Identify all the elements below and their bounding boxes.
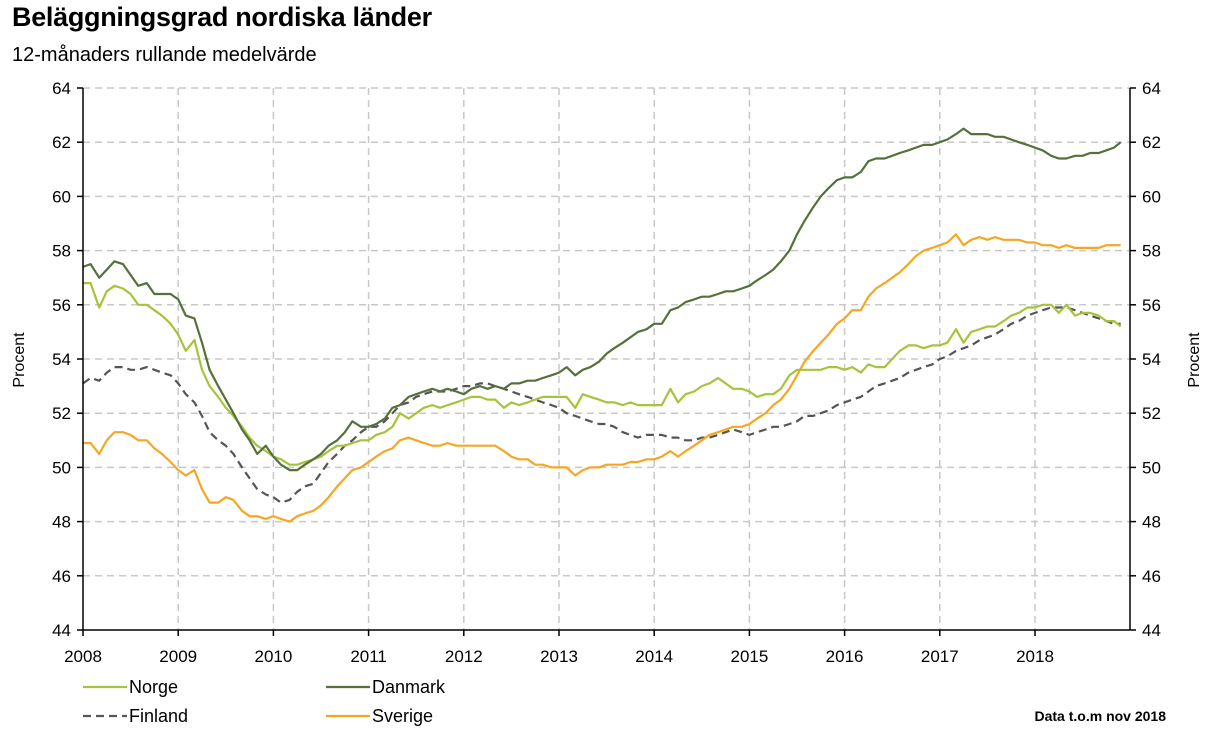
x-tick-label: 2014 — [635, 647, 673, 666]
y-tick-label-right: 58 — [1142, 242, 1161, 261]
x-tick-label: 2011 — [350, 647, 387, 666]
y-tick-label-left: 58 — [52, 242, 71, 261]
y-tick-label-left: 52 — [52, 404, 71, 423]
y-tick-label-right: 56 — [1142, 296, 1161, 315]
chart-subtitle: 12-månaders rullande medelvärde — [12, 44, 317, 66]
x-tick-label: 2008 — [64, 647, 102, 666]
y-tick-label-left: 50 — [52, 458, 71, 477]
y-tick-label-left: 48 — [52, 513, 71, 532]
y-tick-label-left: 56 — [52, 296, 71, 315]
y-tick-label-left: 54 — [52, 350, 71, 369]
x-tick-label: 2009 — [159, 647, 197, 666]
y-tick-label-left: 62 — [52, 133, 71, 152]
y-tick-label-right: 52 — [1142, 404, 1161, 423]
y-tick-label-right: 46 — [1142, 567, 1161, 586]
series-line-danmark — [82, 127, 1122, 472]
y-tick-label-right: 44 — [1142, 621, 1161, 640]
x-tick-label: 2010 — [254, 647, 292, 666]
y-axis-right-ticks: 44 46 48 50 52 54 56 58 60 62 64 — [1130, 79, 1161, 640]
y-tick-label-left: 64 — [52, 79, 71, 98]
y-tick-label-right: 62 — [1142, 133, 1161, 152]
footnote: Data t.o.m nov 2018 — [1034, 708, 1167, 724]
grid-lines — [83, 87, 1130, 630]
legend-label-danmark: Danmark — [372, 677, 446, 697]
y-tick-label-left: 46 — [52, 567, 71, 586]
series-line-sverige — [83, 233, 1121, 523]
legend: Norge Finland Danmark Sverige — [83, 677, 446, 726]
y-tick-label-right: 50 — [1142, 458, 1161, 477]
series-line-finland — [82, 306, 1121, 504]
series-lines — [82, 127, 1122, 523]
y-tick-label-right: 48 — [1142, 513, 1161, 532]
x-tick-label: 2017 — [921, 647, 959, 666]
x-tick-label: 2013 — [540, 647, 578, 666]
series-line-norge — [83, 282, 1122, 466]
x-tick-label: 2018 — [1016, 647, 1054, 666]
x-tick-label: 2015 — [730, 647, 768, 666]
y-tick-label-right: 60 — [1142, 187, 1161, 206]
y-tick-label-left: 60 — [52, 187, 71, 206]
legend-label-norge: Norge — [129, 677, 178, 697]
y-tick-label-right: 64 — [1142, 79, 1161, 98]
y-axis-left-ticks: 44 46 48 50 52 54 56 58 60 62 64 — [52, 79, 83, 640]
x-tick-label: 2016 — [826, 647, 864, 666]
y-tick-label-right: 54 — [1142, 350, 1161, 369]
y-tick-label-left: 44 — [52, 621, 71, 640]
x-axis-ticks: 2008 2009 2010 2011 2012 2013 2014 2015 2016 2017… — [64, 630, 1054, 666]
y-axis-title-right: Procent — [1186, 332, 1203, 388]
chart-title: Beläggningsgrad nordiska länder — [12, 2, 432, 32]
x-tick-label: 2012 — [445, 647, 483, 666]
legend-label-finland: Finland — [129, 706, 188, 726]
legend-label-sverige: Sverige — [372, 706, 433, 726]
y-axis-title-left: Procent — [11, 332, 28, 388]
